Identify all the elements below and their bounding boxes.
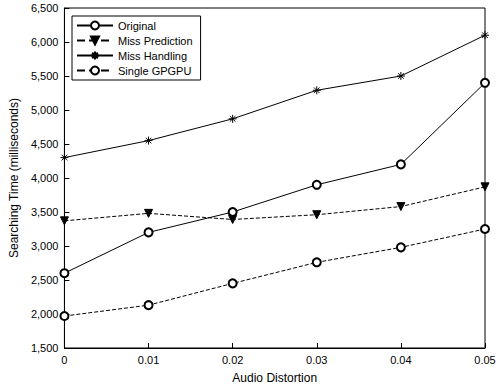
svg-text:2,500: 2,500 <box>31 274 59 286</box>
svg-text:0.01: 0.01 <box>138 354 159 366</box>
svg-text:4,000: 4,000 <box>31 172 59 184</box>
svg-text:0.03: 0.03 <box>306 354 327 366</box>
svg-text:Audio Distortion: Audio Distortion <box>232 371 317 385</box>
svg-text:0.04: 0.04 <box>390 354 411 366</box>
svg-text:0.02: 0.02 <box>222 354 243 366</box>
svg-text:Miss Handling: Miss Handling <box>118 50 187 62</box>
svg-text:5,500: 5,500 <box>31 70 59 82</box>
svg-text:6,500: 6,500 <box>31 2 59 14</box>
svg-text:Single GPGPU: Single GPGPU <box>118 65 191 77</box>
svg-text:3,500: 3,500 <box>31 206 59 218</box>
svg-text:5,000: 5,000 <box>31 104 59 116</box>
svg-text:4,500: 4,500 <box>31 138 59 150</box>
svg-text:Original: Original <box>118 20 156 32</box>
svg-text:2,000: 2,000 <box>31 308 59 320</box>
svg-text:1,500: 1,500 <box>31 342 59 354</box>
svg-text:0.05: 0.05 <box>474 354 495 366</box>
svg-text:Miss Prediction: Miss Prediction <box>118 35 193 47</box>
svg-text:3,000: 3,000 <box>31 240 59 252</box>
svg-text:6,000: 6,000 <box>31 36 59 48</box>
svg-text:Searching Time (milliseconds): Searching Time (milliseconds) <box>7 98 21 258</box>
svg-text:0: 0 <box>61 354 67 366</box>
